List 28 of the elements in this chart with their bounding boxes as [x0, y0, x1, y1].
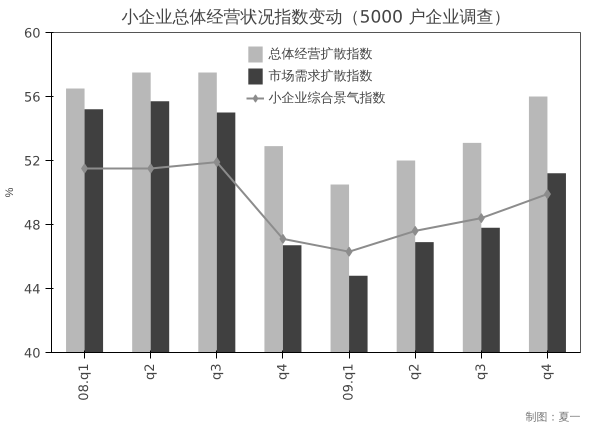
x-tick-label: q2 — [408, 363, 423, 380]
point — [412, 226, 419, 236]
point — [81, 164, 88, 174]
point — [147, 164, 154, 174]
chart-title: 小企业总体经营状况指数变动（5000 户企业调查） — [122, 8, 510, 28]
x-tick-label: q4 — [275, 363, 290, 380]
point — [213, 157, 220, 168]
x-tick-label: 08.q1 — [77, 363, 92, 401]
y-tick-label: 40 — [24, 346, 41, 362]
y-tick-label: 60 — [24, 26, 41, 42]
legend-label: 小企业综合景气指数 — [268, 90, 386, 107]
point — [478, 213, 485, 224]
x-tick-label: 09.q1 — [342, 363, 357, 401]
point — [346, 246, 353, 257]
x-tick-label: q3 — [209, 363, 224, 380]
x-tick-label: q3 — [474, 363, 489, 380]
y-tick-label: 48 — [24, 218, 41, 234]
x-tick-label: q4 — [540, 363, 555, 380]
y-tick-label: 44 — [24, 282, 41, 298]
point — [544, 189, 551, 200]
legend-label: 市场需求扩散指数 — [268, 68, 372, 85]
legend-label: 总体经营扩散指数 — [268, 46, 372, 63]
x-tick-label: q2 — [143, 363, 158, 380]
y-tick-label: 56 — [24, 90, 41, 106]
y-axis-title: % — [4, 187, 16, 198]
point — [279, 234, 286, 244]
y-tick-label: 52 — [24, 154, 41, 170]
text: 制图：夏一 — [526, 410, 580, 424]
